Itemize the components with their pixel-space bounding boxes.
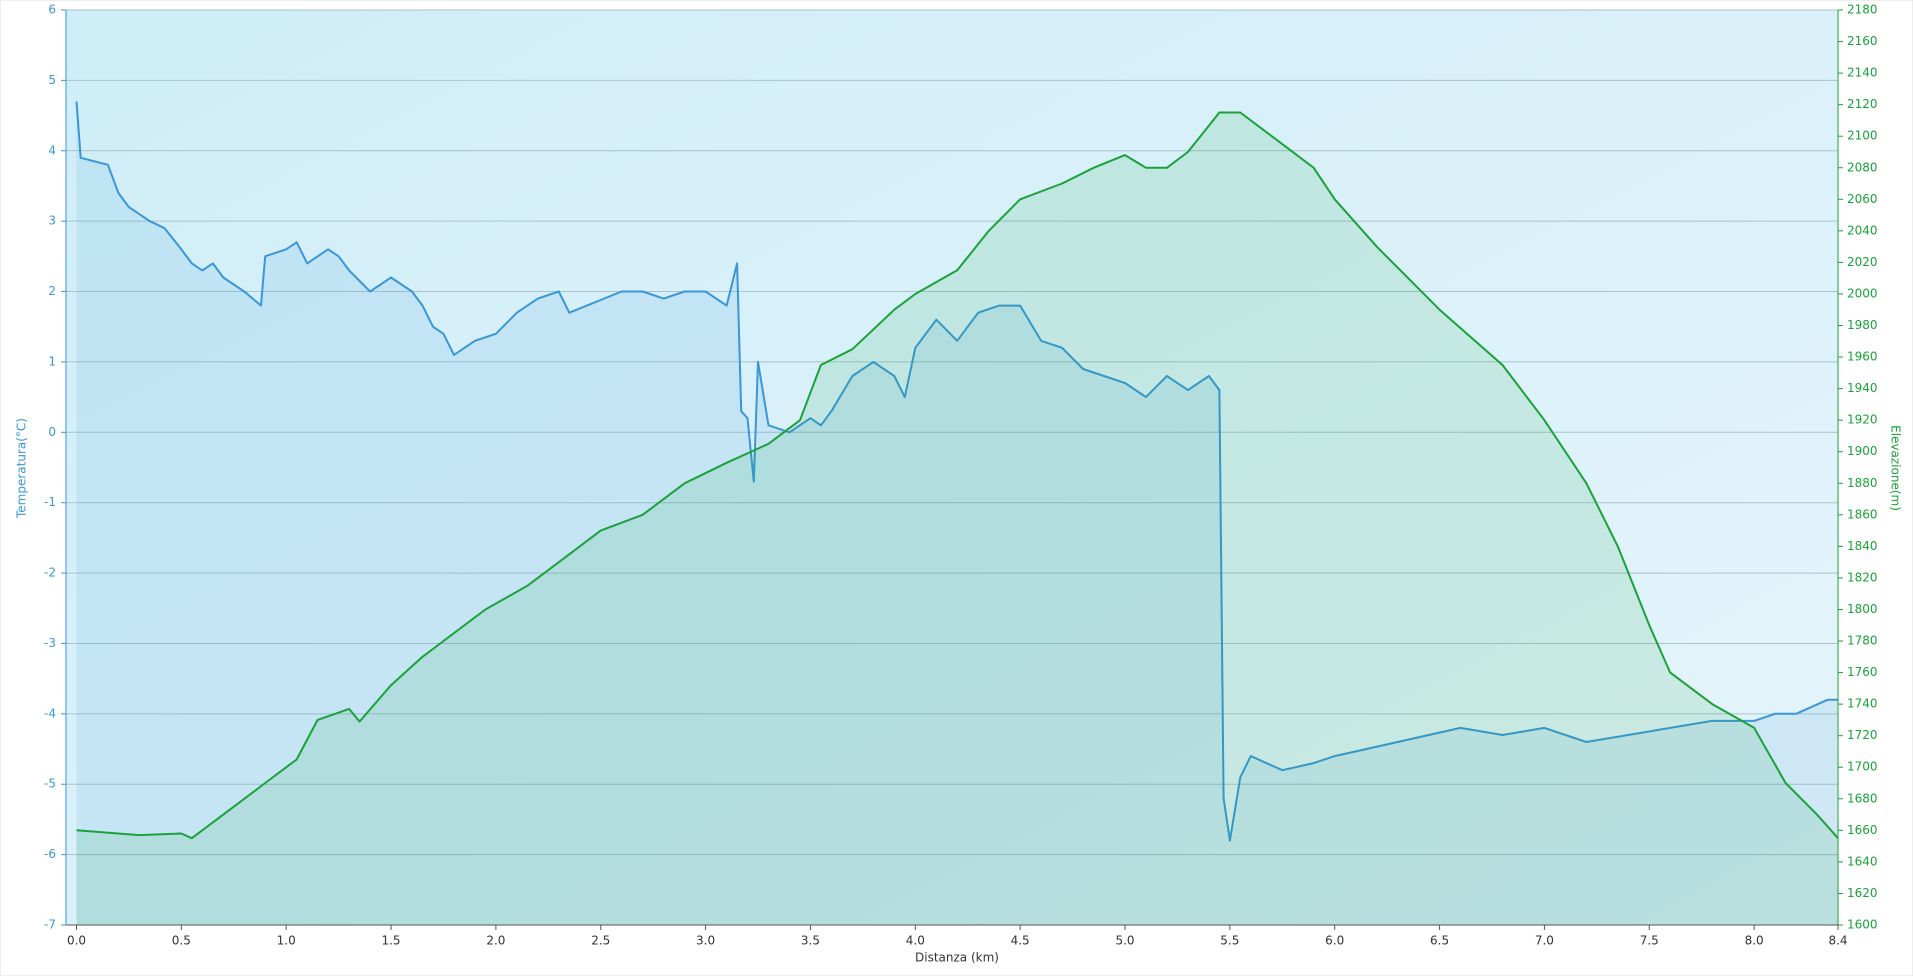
y-tick-label: -5 <box>44 777 56 791</box>
y2-tick-label: 2040 <box>1847 223 1878 237</box>
y2-tick-label: 1600 <box>1847 918 1878 932</box>
y2-tick-label: 1860 <box>1847 507 1878 521</box>
line <box>75 101 1838 842</box>
y2-tick-label: 1660 <box>1847 823 1878 837</box>
x-tick-label: 4.0 <box>906 934 925 948</box>
y-tick-label: 2 <box>48 284 56 298</box>
y-tick-label: 5 <box>48 73 56 87</box>
x-tick-label: 7.0 <box>1535 934 1554 948</box>
x-tick-label: 0.5 <box>172 934 191 948</box>
y-tick-label: 6 <box>48 3 56 17</box>
y-tick-label: -4 <box>44 706 56 720</box>
x-tick-label: 3.0 <box>696 934 715 948</box>
y2-tick-label: 1800 <box>1847 602 1878 616</box>
x-tick-label: 1.5 <box>381 934 400 948</box>
y2-tick-label: 1740 <box>1847 697 1878 711</box>
x-tick-label: 7.5 <box>1640 934 1659 948</box>
x-tick-label: 0.0 <box>67 934 86 948</box>
y2-tick-label: 2120 <box>1847 97 1878 111</box>
y-axis-label: Temperatura(°C) <box>15 418 29 519</box>
y-tick-label: -6 <box>44 847 56 861</box>
y-tick-label: -1 <box>44 495 56 509</box>
x-tick-label: 2.0 <box>486 934 505 948</box>
y-tick-label: 1 <box>48 354 56 368</box>
y2-tick-label: 1880 <box>1847 476 1878 490</box>
area-fill <box>76 101 1838 925</box>
y2-tick-label: 1760 <box>1847 665 1878 679</box>
y2-tick-label: 2080 <box>1847 160 1878 174</box>
y2-tick-label: 1700 <box>1847 760 1878 774</box>
y2-tick-label: 2140 <box>1847 66 1878 80</box>
x-tick-label: 4.5 <box>1011 934 1030 948</box>
y2-tick-label: 1720 <box>1847 728 1878 742</box>
x-tick-label: 2.5 <box>591 934 610 948</box>
y2-tick-label: 1920 <box>1847 413 1878 427</box>
y-tick-label: 3 <box>48 214 56 228</box>
y2-tick-label: 1960 <box>1847 350 1878 364</box>
x-tick-label: 8.0 <box>1745 934 1764 948</box>
y2-tick-label: 1680 <box>1847 791 1878 805</box>
y-tick-label: -3 <box>44 636 56 650</box>
y2-tick-label: 2060 <box>1847 192 1878 206</box>
x-axis-label: Distanza (km) <box>915 951 999 965</box>
y2-axis-label: Elevazione(m) <box>1889 425 1903 511</box>
y2-tick-label: 2160 <box>1847 34 1878 48</box>
line <box>76 111 1839 840</box>
y2-tick-label: 2100 <box>1847 129 1878 143</box>
plot-background <box>66 10 1838 925</box>
x-tick-label: 1.0 <box>277 934 296 948</box>
y2-tick-label: 2020 <box>1847 255 1878 269</box>
y2-tick-label: 1620 <box>1847 886 1878 900</box>
y-tick-label: 4 <box>48 143 56 157</box>
y-tick-label: 0 <box>48 425 56 439</box>
x-tick-label: 8.4 <box>1828 934 1847 948</box>
y-tick-label: -2 <box>44 566 56 580</box>
y2-tick-label: 1840 <box>1847 539 1878 553</box>
y2-tick-label: 1940 <box>1847 381 1878 395</box>
y2-tick-label: 1640 <box>1847 854 1878 868</box>
y2-tick-label: 1820 <box>1847 570 1878 584</box>
x-tick-label: 6.5 <box>1430 934 1449 948</box>
x-tick-label: 5.0 <box>1115 934 1134 948</box>
x-tick-label: 6.0 <box>1325 934 1344 948</box>
x-tick-label: 3.5 <box>801 934 820 948</box>
x-tick-label: 5.5 <box>1220 934 1239 948</box>
area-fill <box>76 112 1838 925</box>
y-tick-label: -7 <box>44 918 56 932</box>
y2-tick-label: 2000 <box>1847 286 1878 300</box>
y2-tick-label: 2180 <box>1847 3 1878 17</box>
y2-tick-label: 1900 <box>1847 444 1878 458</box>
y2-tick-label: 1780 <box>1847 634 1878 648</box>
y2-tick-label: 1980 <box>1847 318 1878 332</box>
